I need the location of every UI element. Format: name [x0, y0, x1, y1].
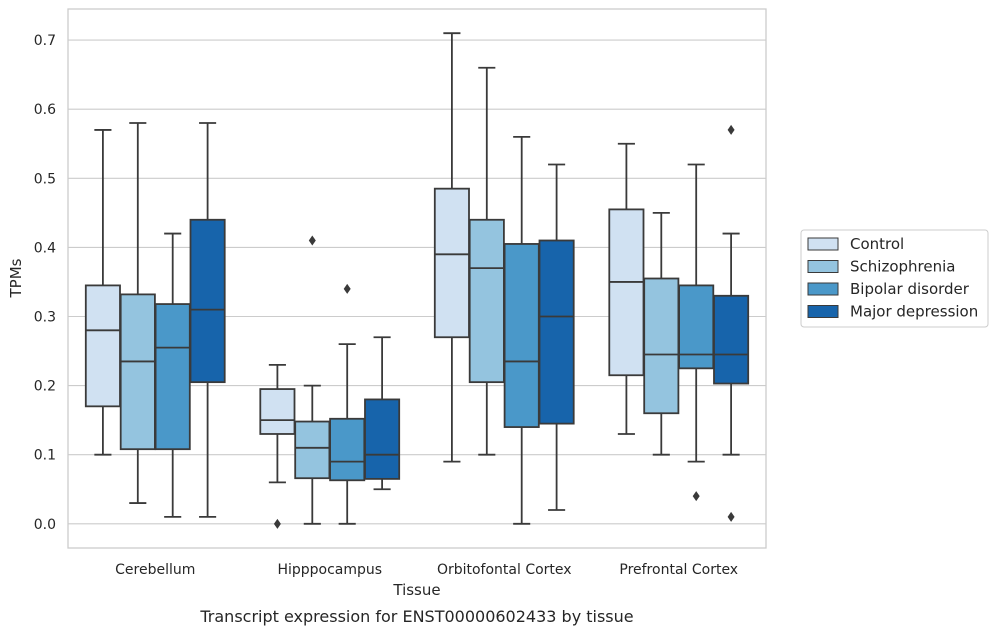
- box-series: [84, 32, 750, 529]
- legend: Control Schizophrenia Bipolar disorder Majo…: [800, 229, 989, 328]
- figure-caption: Transcript expression for ENST0000060243…: [199, 607, 633, 626]
- legend-swatch: [807, 282, 839, 296]
- y-tick-label: 0.0: [34, 517, 56, 533]
- box: [119, 293, 156, 451]
- legend-frame: [800, 229, 989, 328]
- legend-swatch: [807, 305, 839, 318]
- y-tick-label: 0.1: [34, 448, 56, 464]
- outlier-point: [273, 518, 281, 529]
- legend-swatch: [807, 237, 839, 251]
- y-tick-label: 0.7: [34, 33, 56, 49]
- box: [643, 277, 680, 415]
- box: [329, 417, 366, 482]
- legend-label: Bipolar disorder: [850, 280, 970, 298]
- legend-swatch: [807, 260, 839, 273]
- y-tick-label: 0.3: [34, 310, 56, 326]
- box: [713, 294, 750, 385]
- outlier-point: [727, 124, 735, 135]
- outlier-point: [308, 235, 316, 246]
- box: [294, 420, 331, 480]
- legend-label: Schizophrenia: [850, 258, 955, 276]
- box: [538, 239, 575, 425]
- x-axis-title: Tissue: [392, 581, 440, 599]
- legend-label: Control: [850, 235, 904, 253]
- box: [84, 284, 121, 408]
- box: [364, 398, 401, 480]
- x-tick-label: Cerebellum: [115, 562, 195, 578]
- y-axis-title: TPMs: [7, 258, 25, 298]
- x-tick-label: Hipppocampus: [277, 562, 382, 578]
- box: [503, 243, 540, 428]
- box: [433, 187, 470, 339]
- y-tick-labels: 0.0 0.1 0.2 0.3 0.4 0.5 0.6 0.7: [34, 33, 56, 533]
- legend-label: Major depression: [850, 303, 978, 321]
- series-schizophrenia: [119, 66, 680, 525]
- y-tick-label: 0.2: [34, 379, 56, 395]
- box: [678, 284, 715, 370]
- y-tick-label: 0.6: [34, 102, 56, 118]
- box: [154, 303, 191, 451]
- y-tick-label: 0.4: [34, 240, 56, 256]
- box: [259, 388, 296, 435]
- outlier-point: [692, 491, 700, 502]
- box: [468, 218, 505, 384]
- box: [189, 218, 226, 384]
- x-tick-labels: Cerebellum Hipppocampus Orbitofontal Corte…: [115, 562, 738, 578]
- series-bipolar-disorder: [154, 135, 715, 525]
- outlier-point: [343, 283, 351, 294]
- y-tick-label: 0.5: [34, 171, 56, 187]
- plot-frame: [67, 8, 767, 549]
- x-tick-label: Orbitofontal Cortex: [437, 562, 572, 578]
- box: [608, 208, 645, 377]
- outlier-point: [727, 511, 735, 522]
- x-tick-label: Prefrontal Cortex: [619, 562, 738, 578]
- series-major-depression: [189, 122, 750, 522]
